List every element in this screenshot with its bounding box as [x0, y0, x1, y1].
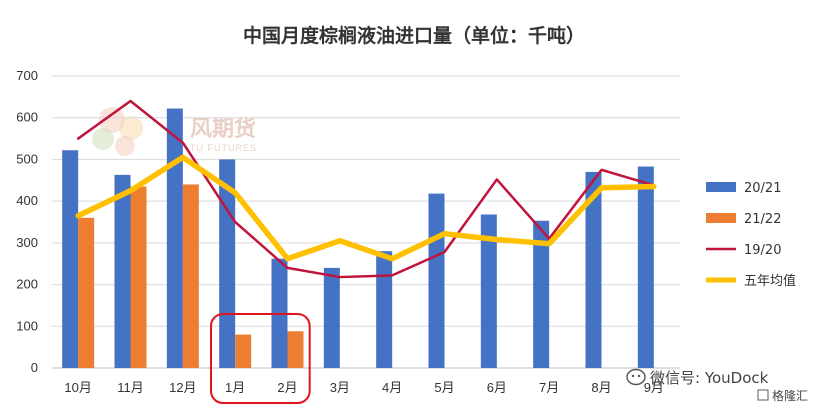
wechat-id: 微信号: YouDock — [650, 369, 769, 387]
y-tick-label: 100 — [16, 318, 38, 333]
chart-title: 中国月度棕榈液油进口量（单位：千吨） — [243, 24, 585, 47]
x-tick-label: 12月 — [169, 380, 196, 395]
y-tick-label: 400 — [16, 193, 38, 208]
bar-20-21-4月 — [376, 251, 393, 368]
x-tick-label: 8月 — [591, 380, 611, 395]
x-tick-label: 11月 — [117, 380, 144, 395]
series-line-19-20 — [76, 99, 656, 279]
legend-label: 五年均值 — [744, 273, 796, 289]
y-tick-label: 0 — [31, 360, 38, 375]
y-tick-label: 700 — [16, 68, 38, 83]
x-tick-label: 3月 — [330, 380, 350, 395]
x-tick-label: 7月 — [539, 380, 559, 395]
bar-20-21-11月 — [114, 174, 131, 368]
bar-20-21-9月 — [637, 166, 654, 368]
legend-swatch — [706, 213, 736, 223]
legend-label: 20/21 — [744, 181, 781, 196]
x-tick-label: 9月 — [644, 380, 664, 395]
bar-20-21-12月 — [166, 108, 183, 368]
bar-21-22-10月 — [78, 217, 95, 368]
highlight-box — [210, 313, 311, 404]
wechat-icon — [626, 368, 646, 386]
x-tick-label: 5月 — [434, 380, 454, 395]
y-tick-label: 300 — [16, 235, 38, 250]
x-tick-label: 4月 — [382, 380, 402, 395]
x-tick-label: 10月 — [64, 380, 91, 395]
y-axis: 0 100 200 300 400 500 600 700 — [16, 68, 38, 375]
bar-21-22-2月 — [287, 331, 304, 368]
x-tick-label: 2月 — [277, 380, 297, 395]
y-tick-label: 500 — [16, 151, 38, 166]
legend-label: 21/22 — [744, 212, 781, 227]
bar-21-22-12月 — [182, 184, 199, 368]
badge-text: 格隆汇 — [772, 388, 808, 403]
badge-icon — [757, 389, 769, 401]
lines — [75, 99, 657, 279]
bar-21-22-11月 — [130, 186, 147, 368]
bar-20-21-7月 — [533, 220, 550, 368]
bar-20-21-10月 — [62, 150, 79, 368]
y-tick-label: 200 — [16, 277, 38, 292]
bar-20-21-3月 — [323, 267, 340, 368]
legend-label: 19/20 — [744, 243, 781, 258]
footer-watermark: 微信号: YouDock 格隆汇 — [626, 368, 808, 403]
gridlines — [52, 75, 680, 369]
y-tick-label: 600 — [16, 110, 38, 125]
highlight — [210, 313, 311, 404]
series-line-five-year-avg — [75, 154, 657, 262]
legend: 20/21 21/22 19/20 五年均值 — [706, 181, 796, 289]
bar-20-21-8月 — [585, 171, 602, 368]
x-axis: 10月 11月 12月 1月 2月 3月 4月 5月 6月 7月 8月 9月 — [64, 380, 664, 395]
legend-swatch — [706, 182, 736, 192]
logo-watermark: 风期货 TU FUTURES — [92, 107, 257, 156]
x-tick-label: 1月 — [225, 380, 245, 395]
bar-20-21-6月 — [480, 214, 497, 368]
bar-20-21-1月 — [219, 159, 236, 368]
logo-subtext: TU FUTURES — [190, 143, 257, 153]
logo-text: 风期货 — [190, 116, 256, 142]
bar-20-21-5月 — [428, 193, 445, 368]
bars — [62, 108, 654, 368]
bar-21-22-1月 — [235, 334, 252, 368]
x-tick-label: 6月 — [487, 380, 507, 395]
